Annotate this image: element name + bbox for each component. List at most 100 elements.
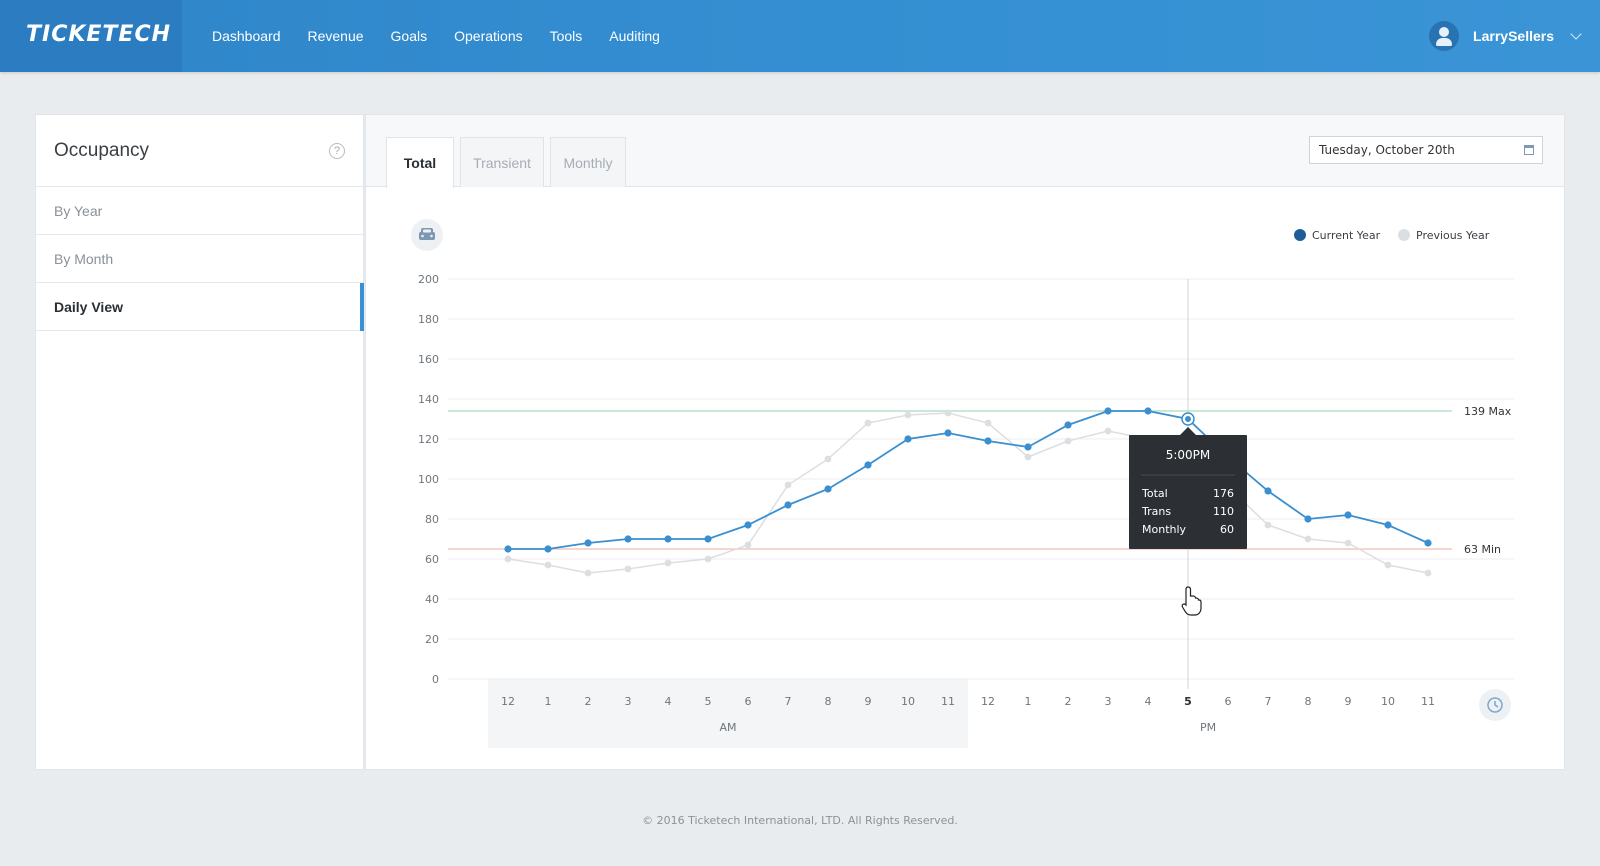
- x-tick-label: 9: [865, 695, 872, 708]
- x-tick-label: 5: [1184, 695, 1192, 708]
- current-year-point: [944, 429, 952, 437]
- main-nav: Dashboard Revenue Goals Operations Tools…: [212, 0, 687, 72]
- previous-year-point: [744, 541, 752, 549]
- previous-year-point: [1384, 561, 1392, 569]
- nav-revenue[interactable]: Revenue: [307, 28, 364, 44]
- previous-year-point: [1424, 569, 1432, 577]
- current-year-point: [544, 545, 552, 553]
- current-year-point: [1304, 515, 1312, 523]
- footer: © 2016 Ticketech International, LTD. All…: [642, 814, 958, 827]
- current-year-point: [824, 485, 832, 493]
- current-year-point: [504, 545, 512, 553]
- y-tick-label: 100: [418, 473, 439, 486]
- logo-container[interactable]: TICKETECH: [0, 0, 182, 72]
- previous-year-point: [664, 559, 672, 567]
- y-tick-label: 200: [418, 273, 439, 286]
- chevron-down-icon[interactable]: [1570, 28, 1582, 40]
- x-tick-label: 3: [1105, 695, 1112, 708]
- tab-monthly[interactable]: Monthly: [550, 137, 626, 187]
- x-tick-label: 7: [1265, 695, 1272, 708]
- nav-operations[interactable]: Operations: [454, 28, 523, 44]
- tooltip-row-value: 110: [1213, 505, 1234, 518]
- nav-tools[interactable]: Tools: [549, 28, 583, 44]
- tooltip-title: 5:00PM: [1166, 448, 1211, 462]
- user-avatar-icon[interactable]: [1429, 21, 1460, 51]
- previous-year-point: [624, 565, 632, 573]
- y-tick-label: 140: [418, 393, 439, 406]
- current-year-line: [508, 410, 1429, 550]
- previous-year-point: [904, 411, 912, 419]
- x-tick-label: 1: [1025, 695, 1032, 708]
- previous-year-point: [1264, 521, 1272, 529]
- x-tick-label: 10: [901, 695, 915, 708]
- x-tick-label: 6: [745, 695, 752, 708]
- pm-label: PM: [1200, 721, 1216, 734]
- x-tick-label: 7: [785, 695, 792, 708]
- tooltip-row-label: Trans: [1141, 505, 1171, 518]
- previous-year-point: [1104, 427, 1112, 435]
- user-menu[interactable]: LarrySellers: [1429, 0, 1582, 72]
- sidebar: Occupancy ? By Year By Month Daily View: [35, 114, 364, 770]
- y-tick-label: 0: [432, 673, 439, 686]
- min-label: 63 Min: [1464, 543, 1501, 556]
- y-tick-label: 40: [425, 593, 439, 606]
- x-tick-label: 4: [665, 695, 672, 708]
- previous-year-point: [544, 561, 552, 569]
- x-tick-label: 5: [705, 695, 712, 708]
- tooltip: [1129, 435, 1247, 549]
- x-tick-label: 2: [1065, 695, 1072, 708]
- previous-year-point: [984, 419, 992, 427]
- x-tick-label: 10: [1381, 695, 1395, 708]
- previous-year-point: [824, 455, 832, 463]
- x-tick-label: 9: [1345, 695, 1352, 708]
- current-year-point: [1424, 539, 1432, 547]
- current-year-point: [1344, 511, 1352, 519]
- calendar-icon[interactable]: [1524, 145, 1534, 155]
- current-year-point: [1064, 421, 1072, 429]
- previous-year-point: [504, 555, 512, 563]
- current-year-point: [784, 501, 792, 509]
- am-label: AM: [719, 721, 736, 734]
- y-tick-label: 60: [425, 553, 439, 566]
- current-year-point: [1384, 521, 1392, 529]
- sidebar-item-daily-view[interactable]: Daily View: [36, 283, 364, 331]
- x-tick-label: 3: [625, 695, 632, 708]
- user-name[interactable]: LarrySellers: [1473, 28, 1554, 44]
- car-icon: [411, 219, 443, 251]
- x-tick-label: 11: [1421, 695, 1435, 708]
- hand-cursor-icon: [1181, 586, 1202, 616]
- previous-year-point: [584, 569, 592, 577]
- current-year-point: [744, 521, 752, 529]
- nav-dashboard[interactable]: Dashboard: [212, 28, 281, 44]
- x-tick-label: 6: [1225, 695, 1232, 708]
- current-year-point: [624, 535, 632, 543]
- tab-total[interactable]: Total: [386, 137, 454, 188]
- current-year-point: [1144, 407, 1152, 415]
- main-panel: Total Transient Monthly Tuesday, October…: [365, 114, 1565, 770]
- sidebar-item-by-month[interactable]: By Month: [36, 235, 363, 283]
- clock-icon[interactable]: [1479, 689, 1511, 721]
- current-year-point: [864, 461, 872, 469]
- max-label: 139 Max: [1464, 405, 1512, 418]
- sidebar-item-by-year[interactable]: By Year: [36, 187, 363, 235]
- tooltip-row-value: 176: [1213, 487, 1234, 500]
- x-tick-label: 11: [941, 695, 955, 708]
- previous-year-point: [864, 419, 872, 427]
- previous-year-point: [1344, 539, 1352, 547]
- y-tick-label: 20: [425, 633, 439, 646]
- previous-year-point: [784, 481, 792, 489]
- previous-year-point: [1024, 453, 1032, 461]
- tooltip-row-value: 60: [1220, 523, 1234, 536]
- legend-current-year: Current Year: [1312, 229, 1381, 242]
- nav-goals[interactable]: Goals: [390, 28, 428, 44]
- sidebar-title: Occupancy: [54, 139, 150, 161]
- y-tick-label: 120: [418, 433, 439, 446]
- logo[interactable]: TICKETECH: [26, 22, 172, 47]
- legend-previous-year: Previous Year: [1416, 229, 1490, 242]
- help-icon[interactable]: ?: [329, 143, 345, 159]
- tab-transient[interactable]: Transient: [460, 137, 544, 187]
- date-picker-input[interactable]: Tuesday, October 20th: [1309, 136, 1543, 164]
- x-tick-label: 12: [501, 695, 515, 708]
- nav-auditing[interactable]: Auditing: [609, 28, 660, 44]
- am-band: [488, 679, 968, 748]
